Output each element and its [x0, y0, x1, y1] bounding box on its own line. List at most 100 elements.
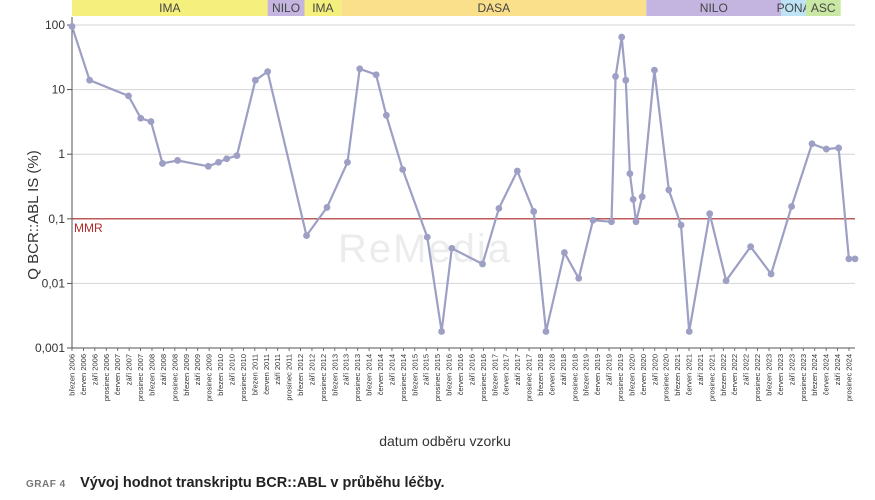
data-point-52 — [851, 255, 859, 263]
x-tick-label-37: březen 2017 — [490, 354, 499, 396]
data-point-4 — [147, 118, 155, 125]
data-point-51 — [845, 255, 853, 263]
x-tick-label-58: červen 2022 — [730, 354, 739, 395]
data-point-16 — [356, 65, 364, 73]
data-point-47 — [788, 203, 795, 210]
x-tick-label-32: prosinec 2015 — [433, 354, 442, 401]
data-point-23 — [479, 260, 486, 268]
y-tick-label-1: 10 — [52, 83, 66, 97]
caption-text: Vývoj hodnot transkriptu BCR::ABL v průb… — [80, 475, 445, 491]
therapy-band-1 — [267, 0, 305, 16]
x-tick-label-22: prosinec 2012 — [319, 354, 328, 401]
data-point-26 — [530, 208, 538, 215]
x-tick-label-0: březen 2006 — [68, 354, 77, 396]
x-tick-label-31: září 2015 — [422, 354, 431, 385]
x-tick-labels: březen 2006 červen 2006 září 2006 prosinec … — [68, 348, 854, 401]
data-point-28 — [560, 249, 568, 256]
x-tick-label-55: září 2021 — [696, 354, 705, 385]
x-tick-label-50: červen 2020 — [639, 354, 648, 395]
data-point-0 — [68, 23, 76, 30]
x-tick-label-45: březen 2019 — [582, 354, 591, 396]
data-point-44 — [722, 277, 730, 285]
y-tick-labels: 100 10 1 0,1 0,01 0,001 — [35, 18, 65, 355]
therapy-band-4 — [646, 0, 782, 16]
data-point-37 — [632, 218, 640, 226]
data-point-48 — [808, 140, 816, 148]
x-tick-label-29: prosinec 2014 — [399, 354, 408, 401]
data-point-31 — [608, 218, 615, 226]
therapy-band-5 — [781, 0, 806, 16]
x-tick-label-51: září 2020 — [650, 354, 659, 385]
therapy-bands: IMA NILO IMA DASA NILO PONA ASC — [72, 0, 841, 16]
data-point-12 — [264, 68, 272, 75]
gridlines — [67, 24, 855, 349]
x-tick-label-63: září 2023 — [787, 354, 796, 385]
x-tick-label-26: březen 2014 — [365, 354, 374, 396]
x-tick-label-38: červen 2017 — [502, 354, 511, 395]
data-point-46 — [767, 270, 775, 278]
x-tick-label-4: červen 2007 — [113, 354, 122, 395]
data-points — [68, 23, 859, 335]
x-tick-label-66: červen 2024 — [822, 354, 831, 395]
x-tick-label-28: září 2014 — [387, 354, 396, 385]
series-polyline — [70, 26, 855, 333]
x-tick-label-2: září 2006 — [90, 354, 99, 385]
data-point-5 — [159, 160, 166, 167]
x-tick-label-49: březen 2020 — [627, 354, 636, 396]
data-point-21 — [438, 328, 446, 335]
therapy-band-2 — [304, 0, 342, 16]
x-tick-label-36: prosinec 2016 — [479, 354, 488, 401]
data-point-39 — [651, 66, 658, 74]
y-tick-label-2: 1 — [58, 147, 65, 161]
x-tick-label-52: prosinec 2020 — [662, 354, 671, 401]
x-tick-label-65: březen 2024 — [810, 354, 819, 396]
y-tick-label-3: 0,1 — [48, 212, 65, 226]
data-point-20 — [423, 233, 431, 241]
axes — [71, 17, 855, 349]
data-point-40 — [665, 186, 673, 194]
x-tick-label-48: prosinec 2019 — [616, 354, 625, 401]
data-point-10 — [233, 152, 241, 160]
x-tick-label-15: prosinec 2010 — [239, 354, 248, 401]
data-point-8 — [215, 158, 222, 166]
x-tick-label-39: září 2017 — [513, 354, 522, 385]
y-tick-label-0: 100 — [45, 18, 65, 32]
x-tick-label-67: září 2024 — [833, 354, 842, 385]
x-tick-label-23: březen 2013 — [330, 354, 339, 396]
x-tick-label-17: červen 2011 — [262, 354, 271, 395]
x-tick-label-12: prosinec 2009 — [205, 354, 214, 401]
data-point-1 — [86, 76, 94, 84]
therapy-band-label-3: DASA — [477, 1, 510, 15]
data-point-14 — [323, 204, 331, 211]
x-tick-label-43: září 2018 — [559, 354, 568, 385]
x-tick-label-27: červen 2014 — [376, 354, 385, 395]
x-tick-label-64: prosinec 2023 — [799, 354, 808, 401]
data-point-25 — [513, 167, 521, 175]
therapy-band-3 — [341, 0, 647, 16]
x-tick-label-21: září 2012 — [307, 354, 316, 385]
caption-number: GRAF 4 — [26, 479, 66, 490]
x-tick-label-60: prosinec 2022 — [753, 354, 762, 401]
y-tick-label-5: 0,001 — [35, 341, 65, 355]
mmr-reference: MMR — [72, 218, 855, 235]
x-tick-label-47: září 2019 — [605, 354, 614, 385]
therapy-band-0 — [72, 0, 268, 16]
series-line — [70, 26, 855, 333]
x-tick-label-25: prosinec 2013 — [353, 354, 362, 401]
data-point-49 — [822, 145, 830, 153]
y-axis-label: Q BCR::ABL IS (%) — [25, 150, 42, 279]
x-axis-label: datum odběru vzorku — [379, 433, 511, 449]
data-point-50 — [835, 144, 843, 152]
x-tick-label-18: září 2011 — [273, 354, 282, 385]
x-tick-label-54: červen 2021 — [685, 354, 694, 395]
x-tick-label-20: březen 2012 — [296, 354, 305, 396]
x-tick-label-30: březen 2015 — [410, 354, 419, 396]
x-tick-label-59: září 2022 — [742, 354, 751, 385]
x-tick-label-13: březen 2010 — [216, 354, 225, 396]
x-tick-label-3: prosinec 2006 — [102, 354, 111, 401]
data-point-11 — [251, 76, 259, 84]
y-tick-label-4: 0,01 — [42, 276, 66, 290]
data-point-38 — [638, 193, 646, 201]
data-point-29 — [575, 274, 583, 282]
data-point-33 — [618, 33, 626, 41]
